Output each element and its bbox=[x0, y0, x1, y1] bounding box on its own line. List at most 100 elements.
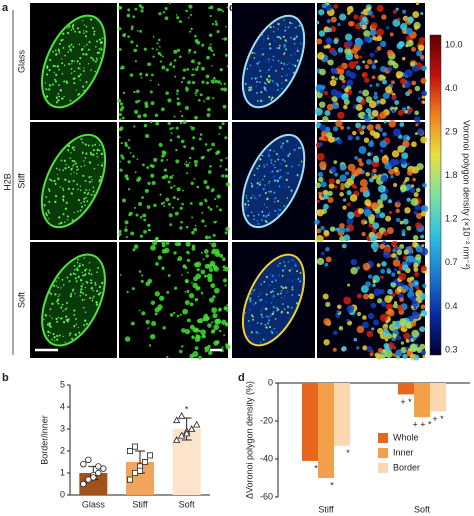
dot bbox=[62, 321, 66, 324]
dot bbox=[179, 349, 183, 354]
dot bbox=[291, 286, 294, 288]
dot bbox=[273, 276, 276, 279]
dot bbox=[268, 180, 271, 183]
dot bbox=[391, 272, 396, 277]
dot bbox=[330, 16, 337, 23]
dot bbox=[118, 27, 122, 31]
dot bbox=[250, 86, 253, 89]
dot bbox=[182, 265, 186, 268]
dot bbox=[201, 66, 205, 71]
dot bbox=[288, 269, 291, 272]
dot bbox=[169, 175, 173, 180]
dot bbox=[276, 170, 279, 173]
dot bbox=[80, 202, 82, 204]
dot bbox=[397, 109, 404, 116]
dot bbox=[409, 187, 416, 194]
dot bbox=[248, 84, 251, 86]
dot bbox=[266, 163, 268, 166]
dot bbox=[81, 205, 84, 208]
dot bbox=[185, 225, 189, 229]
dot bbox=[89, 151, 92, 154]
dot bbox=[75, 280, 78, 283]
dot bbox=[269, 313, 272, 316]
dot bbox=[277, 200, 280, 203]
dot bbox=[180, 139, 185, 144]
dot bbox=[345, 70, 352, 77]
dot bbox=[361, 71, 368, 79]
dot bbox=[272, 55, 275, 58]
nucleus-body bbox=[41, 14, 106, 109]
dot bbox=[203, 335, 206, 338]
dot bbox=[118, 235, 121, 237]
dot bbox=[248, 308, 250, 311]
dot bbox=[406, 169, 413, 176]
dot bbox=[190, 13, 193, 16]
dot bbox=[280, 82, 283, 85]
dot bbox=[146, 205, 151, 209]
dot bbox=[277, 158, 280, 161]
image-tile bbox=[232, 122, 315, 240]
dot bbox=[211, 22, 215, 26]
dot bbox=[67, 187, 70, 190]
dot bbox=[284, 39, 287, 42]
dot bbox=[255, 197, 258, 200]
dot bbox=[256, 186, 259, 189]
dot bbox=[420, 265, 427, 272]
dot bbox=[299, 277, 302, 280]
dot bbox=[247, 335, 250, 338]
dot bbox=[329, 226, 336, 232]
dot bbox=[80, 48, 84, 51]
dot bbox=[143, 123, 148, 128]
dot bbox=[147, 181, 151, 186]
dot bbox=[277, 293, 280, 296]
dot bbox=[220, 8, 223, 12]
dot bbox=[255, 302, 257, 304]
dot bbox=[57, 302, 60, 305]
dot bbox=[278, 47, 281, 50]
y-tick-label: 4 bbox=[60, 401, 65, 411]
dot bbox=[139, 216, 143, 219]
dot bbox=[328, 136, 335, 143]
dot bbox=[195, 67, 199, 72]
dot bbox=[268, 75, 271, 78]
dot bbox=[92, 59, 95, 62]
dot bbox=[406, 225, 412, 231]
dot bbox=[124, 228, 128, 232]
dot bbox=[130, 321, 135, 326]
dot bbox=[85, 197, 88, 199]
dot bbox=[405, 183, 412, 191]
dot bbox=[379, 313, 388, 322]
dot bbox=[407, 255, 415, 263]
dot bbox=[355, 167, 363, 175]
dot bbox=[420, 313, 424, 317]
dot bbox=[277, 28, 279, 30]
dot bbox=[391, 94, 397, 100]
dot bbox=[185, 9, 188, 13]
dot bbox=[211, 242, 217, 248]
dot bbox=[325, 301, 331, 307]
dot bbox=[256, 333, 259, 336]
dot bbox=[225, 157, 228, 160]
dot bbox=[96, 152, 98, 155]
dot bbox=[269, 149, 272, 152]
dot bbox=[143, 218, 147, 222]
dot bbox=[170, 132, 173, 135]
dot bbox=[79, 279, 83, 282]
dot bbox=[166, 355, 169, 359]
dot bbox=[356, 266, 360, 270]
dot bbox=[361, 24, 367, 30]
dot bbox=[296, 47, 299, 50]
dot bbox=[136, 158, 139, 161]
dot bbox=[250, 314, 253, 317]
dot bbox=[352, 130, 357, 136]
dot bbox=[274, 84, 277, 86]
dot bbox=[274, 166, 276, 169]
dot bbox=[419, 54, 425, 60]
dot bbox=[73, 23, 75, 25]
dot bbox=[324, 262, 329, 267]
dot bbox=[76, 183, 79, 186]
dot bbox=[292, 63, 294, 66]
dot bbox=[271, 96, 274, 99]
dot bbox=[67, 318, 70, 321]
dot bbox=[347, 134, 354, 141]
